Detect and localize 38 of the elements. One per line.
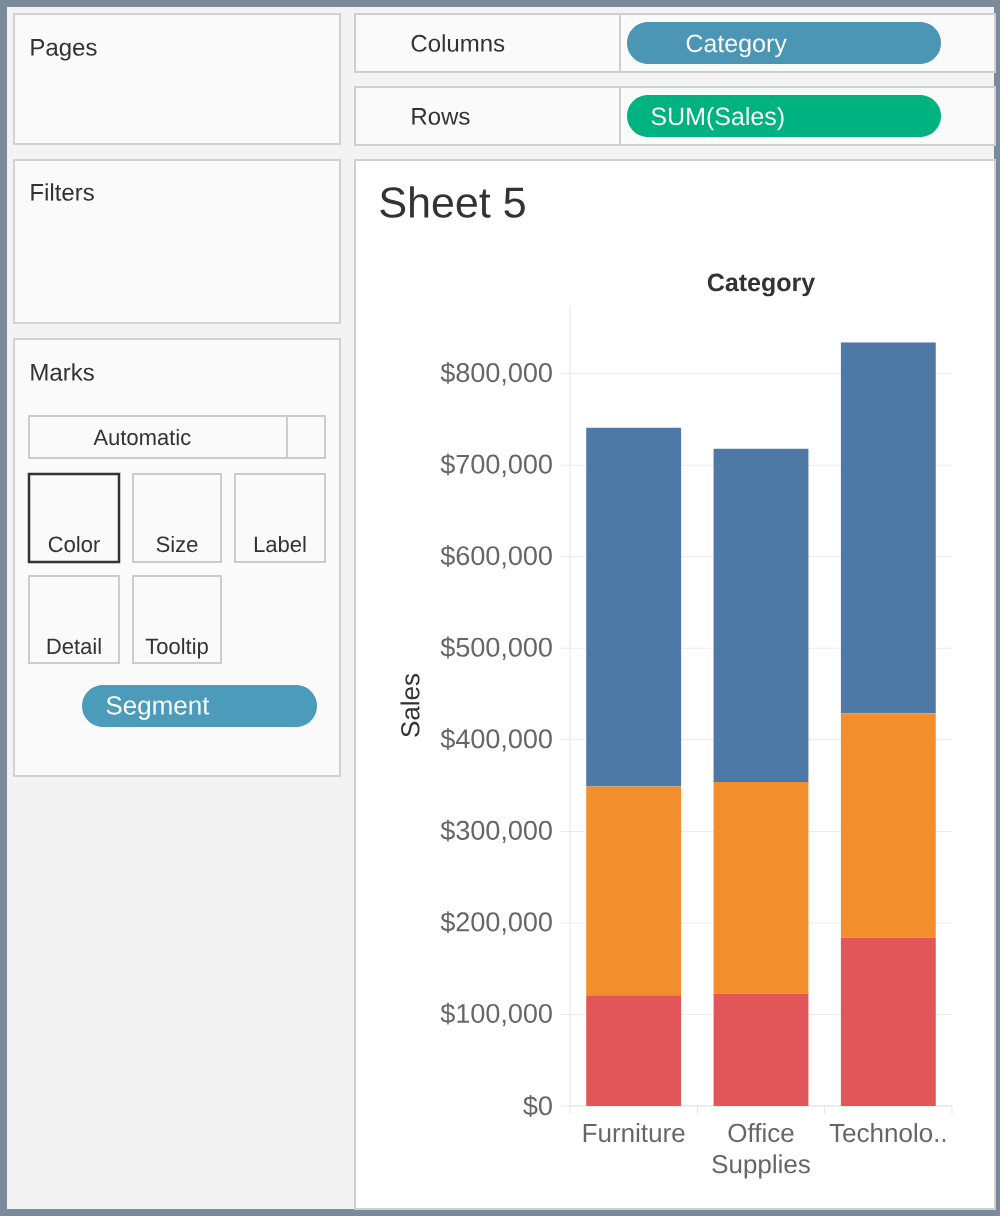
text: Label <box>254 535 306 553</box>
text: Filters <box>31 183 94 201</box>
bar <box>840 713 936 938</box>
x-tick-label: Furniture <box>583 1123 685 1143</box>
bar <box>713 993 809 1107</box>
y-tick-label: $500,000 <box>440 636 552 661</box>
text: SUM(Sales) <box>651 106 784 131</box>
text: Color <box>48 535 100 553</box>
text: Category <box>686 34 787 58</box>
bar <box>713 781 809 994</box>
y-tick-label: $700,000 <box>440 453 552 477</box>
y-tick-label: $200,000 <box>440 911 552 935</box>
bar <box>586 427 682 787</box>
y-tick-label: $100,000 <box>440 1002 552 1027</box>
bar <box>586 786 682 996</box>
text: Marks <box>31 363 94 381</box>
y-axis-title: Sales <box>400 673 420 737</box>
text: Rows <box>412 108 470 125</box>
x-axis-title: Category <box>707 273 816 297</box>
text: Tooltip <box>145 637 208 659</box>
text: Columns <box>411 34 505 52</box>
y-tick-label: $600,000 <box>440 545 552 569</box>
y-tick-label: $300,000 <box>440 819 552 844</box>
x-tick-label: Office Supplies <box>712 1123 810 1179</box>
bar <box>713 448 809 782</box>
text: Segment <box>106 696 210 720</box>
text: Pages <box>31 39 97 61</box>
y-tick-label: $400,000 <box>440 728 552 752</box>
x-tick-label: Technolo.. <box>829 1123 946 1143</box>
y-tick-label: $0 <box>523 1095 552 1117</box>
text: Detail <box>47 637 101 655</box>
text: Automatic <box>93 428 191 446</box>
chart-title: Sheet 5 <box>380 186 525 218</box>
bar <box>586 995 682 1107</box>
y-tick-label: $800,000 <box>440 361 552 386</box>
bar <box>840 937 936 1107</box>
text: Size <box>156 535 198 553</box>
bar <box>840 342 936 714</box>
